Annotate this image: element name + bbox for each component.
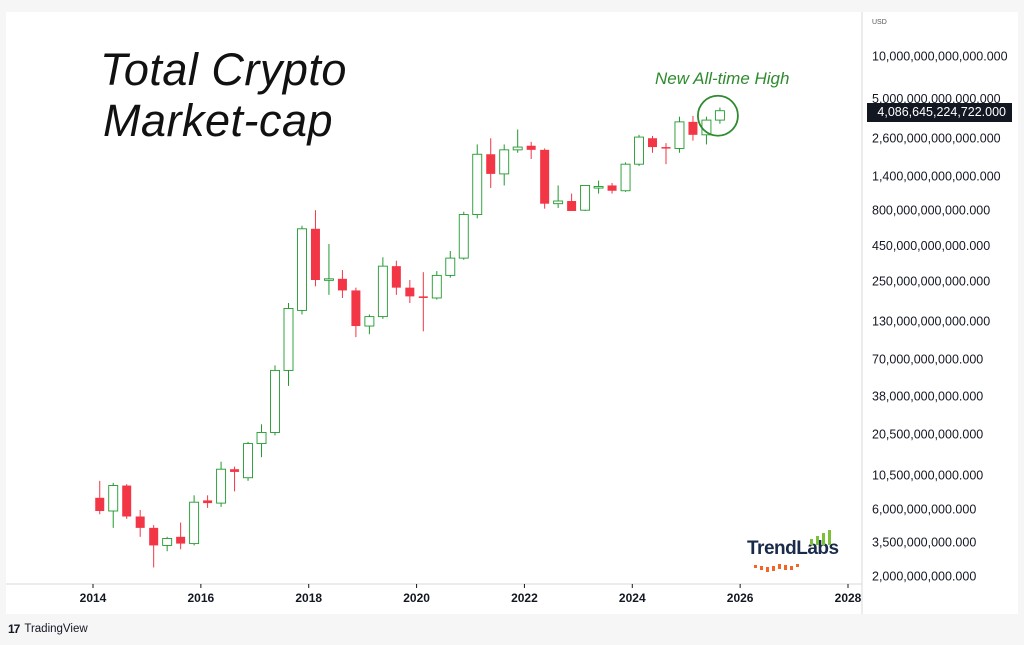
candle-body-up <box>553 200 564 205</box>
candle-body-down <box>135 516 145 528</box>
ath-annotation-label: New All-time High <box>655 69 790 88</box>
y-tick-label: 10,500,000,000.000 <box>872 468 983 482</box>
candle-body-down <box>122 485 132 517</box>
tradingview-icon: 17 <box>8 622 20 636</box>
candle-body-up <box>364 316 375 327</box>
y-tick-label: 1,400,000,000,000.000 <box>872 170 1001 184</box>
chart-title-line-2: Market-cap <box>103 95 334 146</box>
x-tick-label: 2018 <box>295 591 322 605</box>
candle-body-down <box>486 154 496 174</box>
candle-body-down <box>351 290 361 327</box>
candle-body-down <box>607 185 617 191</box>
x-tick-label: 2016 <box>188 591 215 605</box>
candle-body-up <box>674 121 685 149</box>
y-tick-label: 450,000,000,000.000 <box>872 239 990 253</box>
y-tick-label: 2,000,000,000.000 <box>872 570 976 584</box>
candle-body-up <box>216 468 227 504</box>
candle-body-down <box>661 147 671 149</box>
candle-body-up <box>512 146 523 151</box>
candle-body-up <box>283 308 294 371</box>
ath-circle <box>697 94 739 137</box>
candle-body-up <box>472 153 483 216</box>
candle-body-down <box>540 149 550 204</box>
y-tick-label: 800,000,000,000.000 <box>872 204 990 218</box>
y-tick-label: 250,000,000,000.000 <box>872 275 990 289</box>
candle-body-up <box>445 257 456 276</box>
y-tick-label: 20,500,000,000.000 <box>872 427 983 441</box>
candle-body-down <box>310 228 320 281</box>
y-tick-label: 38,000,000,000.000 <box>872 390 983 404</box>
trendlabs-bars-icon <box>810 530 831 545</box>
y-tick-label: 3,500,000,000.000 <box>872 535 976 549</box>
y-tick-label: 10,000,000,000,000.000 <box>872 50 1008 64</box>
candle-body-up <box>243 443 253 479</box>
candle-body-up <box>458 214 469 259</box>
candle-body-down <box>203 500 213 504</box>
y-tick-label: 130,000,000,000.000 <box>872 315 990 329</box>
tradingview-logo[interactable]: 17 TradingView <box>8 622 88 636</box>
candle-body-down <box>230 469 240 472</box>
candle-body-down <box>391 266 401 288</box>
candle-body-up <box>162 537 173 546</box>
candle-body-up <box>714 110 725 121</box>
tradingview-label: TradingView <box>24 623 88 635</box>
candle-body-up <box>256 431 267 445</box>
x-tick-label: 2020 <box>403 591 430 605</box>
candle-body-up <box>377 265 388 318</box>
candle-body-down <box>526 145 536 150</box>
candle-body-down <box>176 536 186 544</box>
x-tick-label: 2026 <box>727 591 754 605</box>
chart-frame: 10,000,000,000,000.000 5,000,000,000,000.… <box>6 12 1018 614</box>
candle-body-up <box>297 228 307 311</box>
trendlabs-wave-icon <box>754 564 799 572</box>
candle-body-up <box>593 186 604 189</box>
chart-canvas[interactable]: 10,000,000,000,000.000 5,000,000,000,000.… <box>6 12 1018 614</box>
y-tick-label: 6,000,000,000.000 <box>872 502 976 516</box>
x-tick-label: 2024 <box>619 591 646 605</box>
candle-body-up <box>634 136 644 165</box>
candle-body-up <box>499 149 510 175</box>
y-tick-label: 70,000,000,000.000 <box>872 352 983 366</box>
currency-label: USD <box>872 19 887 26</box>
candle-body-down <box>337 278 347 291</box>
candle-body-up <box>323 278 334 281</box>
candle-body-up <box>580 184 591 211</box>
candle-body-down <box>688 121 698 135</box>
candle-body-down <box>567 201 577 211</box>
candle-body-down <box>648 138 658 148</box>
candle-body-up <box>270 369 280 433</box>
x-tick-label: 2028 <box>835 591 862 605</box>
candle-body-down <box>149 527 159 546</box>
candle-body-up <box>189 501 200 545</box>
candle-body-up <box>620 163 631 192</box>
current-price-label: 4,086,645,224,722.000 <box>867 103 1012 122</box>
candle-body-down <box>418 296 428 298</box>
candle-body-down <box>95 497 105 511</box>
y-tick-label: 5,000,000,000,000.000 <box>872 92 1001 106</box>
candle-body-up <box>431 274 442 299</box>
x-tick-label: 2014 <box>80 591 107 605</box>
candle-body-down <box>405 287 415 297</box>
y-tick-label: 2,600,000,000,000.000 <box>872 132 1001 146</box>
chart-title-line-1: Total Crypto <box>100 44 347 95</box>
candle-body-up <box>108 485 119 512</box>
x-tick-label: 2022 <box>511 591 538 605</box>
